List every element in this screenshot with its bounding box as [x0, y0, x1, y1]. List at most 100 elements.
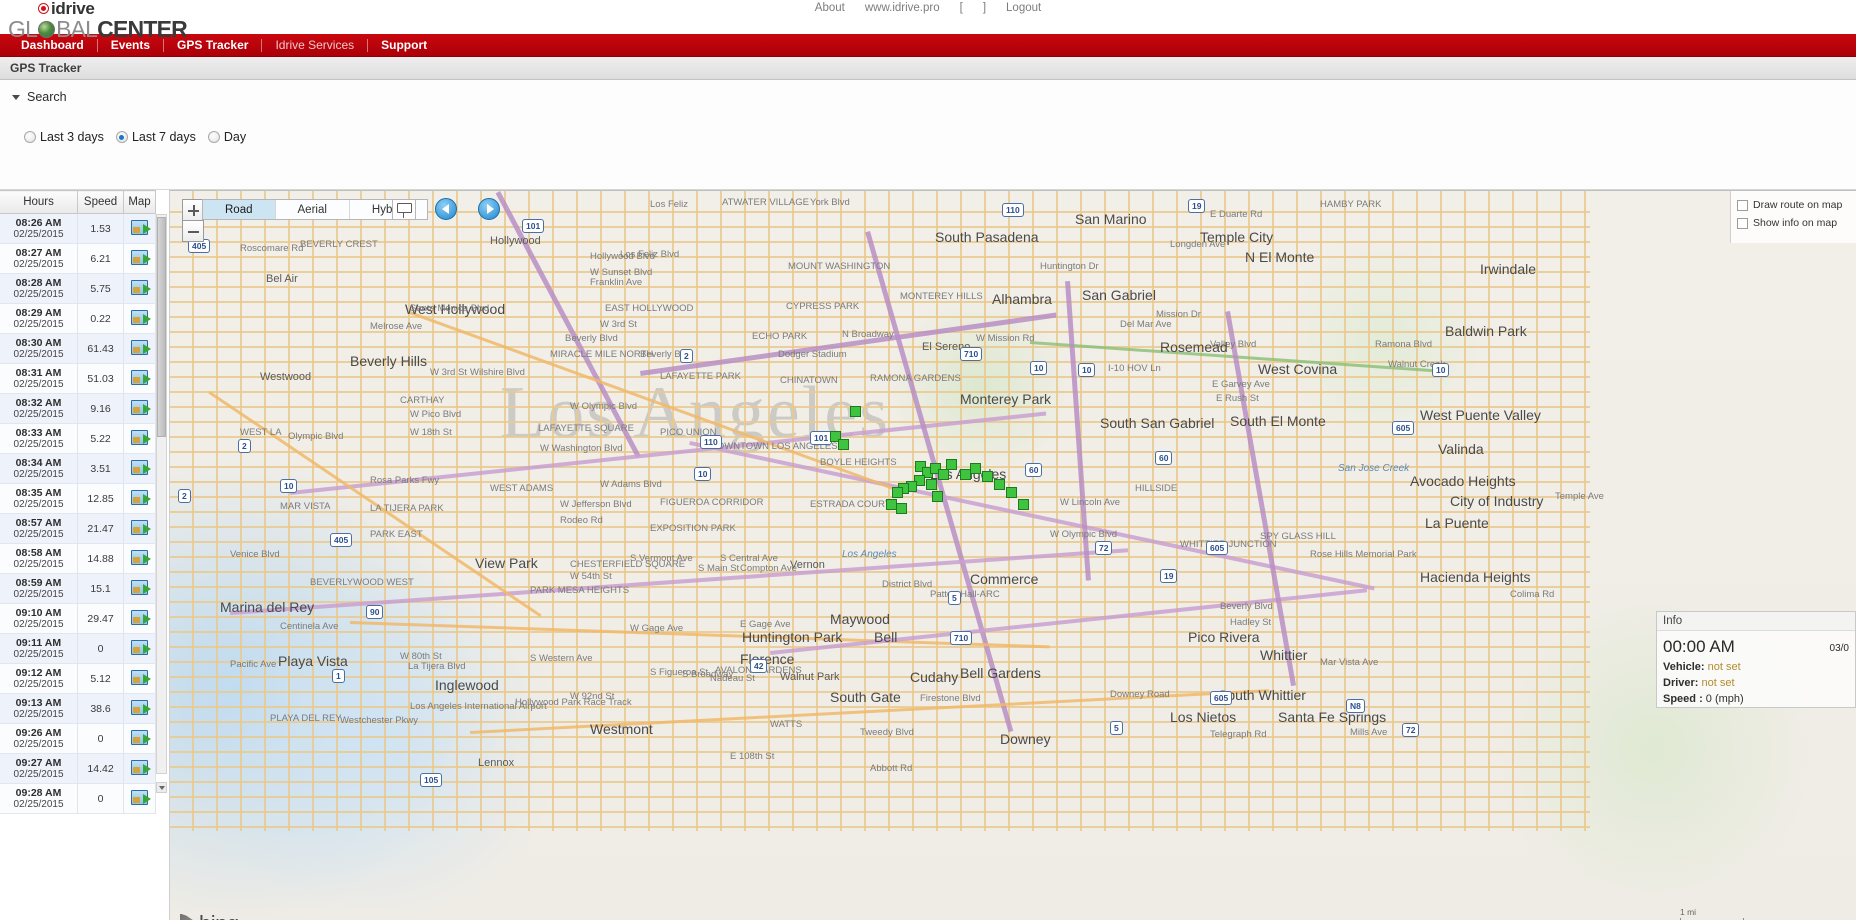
bing-logo[interactable]: bing: [180, 911, 239, 920]
column-header-map[interactable]: Map: [123, 190, 156, 214]
map-tab-road[interactable]: Road: [203, 200, 276, 219]
gps-point-marker[interactable]: [932, 491, 943, 502]
map-pin-icon[interactable]: [131, 729, 151, 745]
gps-point-marker[interactable]: [915, 461, 926, 472]
map-pin-icon[interactable]: [131, 459, 151, 475]
column-header-hours[interactable]: Hours: [0, 190, 79, 214]
about-link[interactable]: About: [814, 2, 845, 14]
cell-date: 02/25/2015: [13, 439, 64, 450]
radio-last-3-days[interactable]: Last 3 days: [24, 130, 104, 144]
app-logo[interactable]: idrive GL BAL CENTER: [8, 0, 188, 41]
map-pin-icon[interactable]: [131, 759, 151, 775]
map-pin-icon[interactable]: [131, 639, 151, 655]
draw-route-option[interactable]: Draw route on map: [1737, 199, 1850, 211]
nav-item-support[interactable]: Support: [381, 37, 428, 52]
table-scroll-down-arrow[interactable]: [156, 782, 167, 793]
highway-shield-icon: 605: [1206, 541, 1229, 555]
map-pin-icon[interactable]: [131, 429, 151, 445]
checkbox-icon[interactable]: [1737, 200, 1748, 211]
map-pin-icon[interactable]: [131, 309, 151, 325]
table-row[interactable]: 08:35 AM 02/25/2015 12.85: [0, 483, 156, 514]
map-pin-icon[interactable]: [131, 219, 151, 235]
table-row[interactable]: 09:27 AM 02/25/2015 14.42: [0, 753, 156, 784]
nav-item-events[interactable]: Events: [110, 37, 151, 52]
table-row[interactable]: 08:57 AM 02/25/2015 21.47: [0, 513, 156, 544]
column-header-speed[interactable]: Speed: [77, 190, 124, 214]
map-pin-icon[interactable]: [131, 549, 151, 565]
gps-point-marker[interactable]: [946, 459, 957, 470]
table-row[interactable]: 08:33 AM 02/25/2015 5.22: [0, 423, 156, 454]
presentation-mode-button[interactable]: [392, 199, 416, 220]
table-row[interactable]: 08:31 AM 02/25/2015 51.03: [0, 363, 156, 394]
gps-point-marker[interactable]: [982, 471, 993, 482]
table-row[interactable]: 09:10 AM 02/25/2015 29.47: [0, 603, 156, 634]
table-scrollbar-thumb[interactable]: [157, 217, 166, 437]
search-section-toggle[interactable]: Search: [0, 80, 1856, 104]
gps-point-marker[interactable]: [994, 479, 1005, 490]
map-pin-icon[interactable]: [131, 399, 151, 415]
map-pin-icon[interactable]: [131, 519, 151, 535]
table-row[interactable]: 09:26 AM 02/25/2015 0: [0, 723, 156, 754]
map-pin-icon[interactable]: [131, 369, 151, 385]
checkbox-icon[interactable]: [1737, 218, 1748, 229]
map-pin-icon[interactable]: [131, 489, 151, 505]
gps-point-marker[interactable]: [914, 475, 925, 486]
table-row[interactable]: 08:26 AM 02/25/2015 1.53: [0, 213, 156, 244]
logout-link[interactable]: Logout: [1006, 2, 1042, 14]
map-tab-aerial[interactable]: Aerial: [275, 200, 350, 219]
gps-point-marker[interactable]: [926, 479, 937, 490]
top-links: About www.idrive.pro [ ] Logout: [815, 2, 1041, 14]
table-scrollbar[interactable]: [156, 214, 167, 774]
next-point-button[interactable]: [478, 198, 500, 220]
zoom-out-button[interactable]: [182, 220, 204, 242]
map-pin-icon[interactable]: [131, 249, 151, 265]
table-row[interactable]: 09:13 AM 02/25/2015 38.6: [0, 693, 156, 724]
map-pin-icon[interactable]: [131, 789, 151, 805]
map-pin-icon[interactable]: [131, 699, 151, 715]
map-road: [170, 496, 1590, 498]
gps-point-marker[interactable]: [896, 503, 907, 514]
gps-point-marker[interactable]: [1006, 487, 1017, 498]
table-row[interactable]: 08:58 AM 02/25/2015 14.88: [0, 543, 156, 574]
map-pin-icon[interactable]: [131, 579, 151, 595]
map-panel[interactable]: Los Angeles Los Feliz ATWATER VILLAGE York…: [170, 190, 1856, 920]
cell-map: [123, 663, 156, 694]
cell-map: [123, 423, 156, 454]
table-row[interactable]: 08:59 AM 02/25/2015 15.1: [0, 573, 156, 604]
table-row[interactable]: 08:30 AM 02/25/2015 61.43: [0, 333, 156, 364]
map-road: [984, 191, 986, 831]
map-pin-icon[interactable]: [131, 339, 151, 355]
table-row[interactable]: 08:32 AM 02/25/2015 9.16: [0, 393, 156, 424]
nav-item-dashboard[interactable]: Dashboard: [21, 37, 84, 52]
table-row[interactable]: 08:27 AM 02/25/2015 6.21: [0, 243, 156, 274]
gps-point-marker[interactable]: [960, 469, 971, 480]
show-info-option[interactable]: Show info on map: [1737, 217, 1850, 229]
nav-item-idrive-services[interactable]: Idrive Services: [275, 37, 355, 52]
map-road: [1224, 191, 1226, 831]
gps-point-marker[interactable]: [930, 463, 941, 474]
website-link[interactable]: www.idrive.pro: [864, 2, 940, 14]
gps-point-marker[interactable]: [838, 439, 849, 450]
cell-speed: 51.03: [77, 363, 124, 394]
table-row[interactable]: 08:34 AM 02/25/2015 3.51: [0, 453, 156, 484]
gps-point-marker[interactable]: [1018, 499, 1029, 510]
table-row[interactable]: 08:29 AM 02/25/2015 0.22: [0, 303, 156, 334]
gps-point-marker[interactable]: [850, 406, 861, 417]
table-row[interactable]: 09:12 AM 02/25/2015 5.12: [0, 663, 156, 694]
radio-last-7-days[interactable]: Last 7 days: [115, 130, 196, 144]
map-pin-icon[interactable]: [131, 669, 151, 685]
gps-point-marker[interactable]: [830, 431, 841, 442]
gps-point-marker[interactable]: [970, 463, 981, 474]
radio-day[interactable]: Day: [207, 130, 246, 144]
nav-item-gps-tracker[interactable]: GPS Tracker: [177, 37, 249, 52]
table-row[interactable]: 09:11 AM 02/25/2015 0: [0, 633, 156, 664]
table-row[interactable]: 08:28 AM 02/25/2015 5.75: [0, 273, 156, 304]
table-row[interactable]: 09:28 AM 02/25/2015 0: [0, 783, 156, 814]
map-pin-icon[interactable]: [131, 609, 151, 625]
gps-point-marker[interactable]: [938, 469, 949, 480]
map-pin-icon[interactable]: [131, 279, 151, 295]
zoom-in-button[interactable]: [182, 199, 204, 221]
info-box: Info 00:00 AM 03/0 Vehicle: not set Driv…: [1656, 611, 1856, 708]
gps-point-marker[interactable]: [892, 487, 903, 498]
previous-point-button[interactable]: [435, 198, 457, 220]
